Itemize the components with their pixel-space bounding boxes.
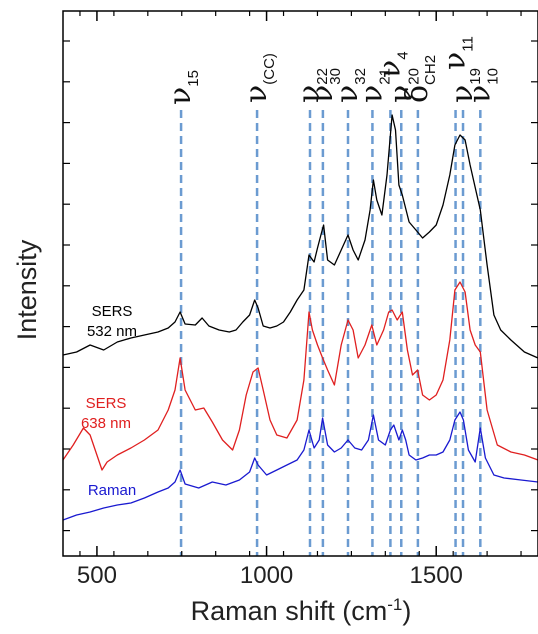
x-tick-label-0: 500 [77,562,117,589]
series-line-2 [62,411,538,521]
x-tick-label-2: 1500 [410,562,463,589]
series-line-1 [62,281,538,471]
peak-label-symbol-2: ν [292,85,327,103]
peak-label-5: ν21 [354,68,393,103]
peak-label-6: ν4 [372,51,411,78]
series-label-0-0: SERS [92,303,133,320]
peak-label-symbol-6: ν [372,60,407,78]
peak-label-symbol-3: ν [305,85,340,103]
peak-guide-lines [179,110,482,556]
peak-label-0: ν15 [163,70,202,105]
series-label-1-1: 638 nm [81,415,131,432]
peak-label-sub-11: 10 [484,68,501,85]
x-tick-label-1: 1000 [240,562,293,589]
peak-label-symbol-1: ν [239,85,274,103]
peak-label-sub-7: 20 [405,68,422,85]
peak-label-3: ν30 [305,68,344,103]
peak-label-symbol-9: ν [438,52,473,70]
series-label-0-1: 532 nm [87,323,137,340]
peak-label-symbol-5: ν [354,85,389,103]
peak-label-symbol-10: ν [445,85,480,103]
peak-label-4: ν32 [330,68,369,103]
peak-label-1: ν(CC) [239,53,278,103]
plot-frame [62,10,538,557]
peak-label-8: δCH2 [400,55,439,103]
peak-label-sub-2: 22 [314,68,331,85]
peak-label-sub-6: 4 [394,51,411,59]
axis-ticks: 500 1000 1500 [63,11,538,589]
x-axis-title: Raman shift (cm-1) [191,595,412,626]
peak-label-symbol-0: ν [163,87,198,105]
peak-label-10: ν19 [445,68,484,103]
x-axis-title-sup: -1 [387,595,402,614]
peak-label-sub-3: 30 [327,68,344,85]
x-axis-title-end: ) [402,596,411,626]
peak-label-sub-4: 32 [352,68,369,85]
x-axis-title-main: Raman shift (cm [191,596,388,626]
y-axis-title: Intensity [12,239,42,340]
peak-label-symbol-7: ν [383,85,418,103]
peak-label-sub-1: (CC) [261,53,278,85]
peak-label-symbol-11: ν [462,85,497,103]
peak-label-sub-8: CH2 [422,55,439,85]
series-label-1-0: SERS [86,395,127,412]
series-label-2-0: Raman [88,482,136,499]
peak-label-symbol-8: δ [400,85,435,103]
series-layer [62,114,538,521]
peak-label-2: ν22 [292,68,331,103]
peak-label-symbol-4: ν [330,85,365,103]
peak-label-sub-9: 11 [460,36,477,52]
series-labels: SERS 532 nm SERS 638 nm Raman [81,303,137,499]
series-line-0 [62,114,538,359]
peak-label-sub-5: 21 [376,68,393,85]
peak-label-sub-10: 19 [467,68,484,85]
peak-label-9: ν11 [438,36,477,70]
peak-label-7: ν20 [383,68,422,103]
peak-label-11: ν10 [462,68,501,103]
peak-label-sub-0: 15 [185,70,202,87]
